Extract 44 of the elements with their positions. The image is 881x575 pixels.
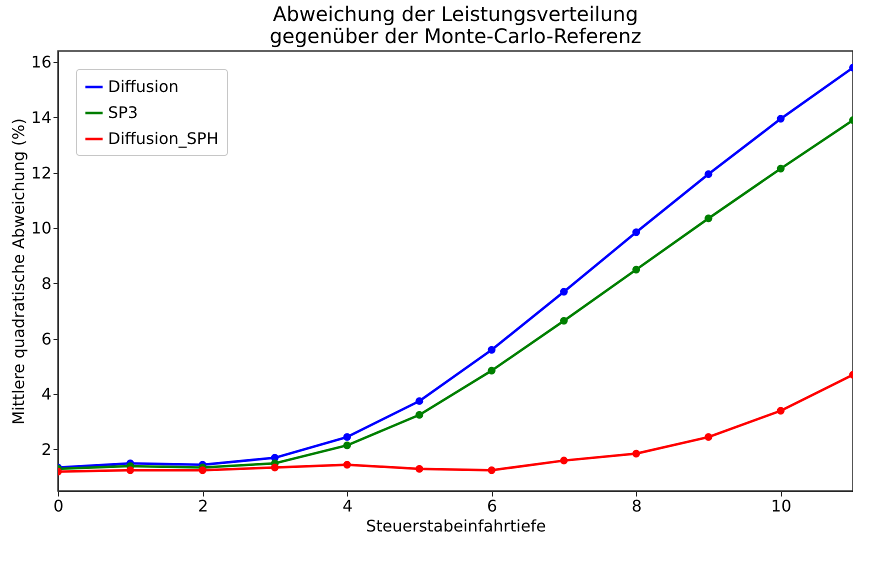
point xyxy=(343,441,351,450)
point xyxy=(632,450,640,458)
x-tick-label: 6 xyxy=(487,496,498,516)
x-tick-label: 2 xyxy=(198,496,208,516)
point xyxy=(704,170,712,178)
point xyxy=(776,164,785,172)
y-tick-label: 2 xyxy=(41,440,52,459)
point xyxy=(488,346,496,354)
x-tick-label: 10 xyxy=(771,496,792,516)
y-tick-label: 6 xyxy=(41,329,52,348)
y-tick-label: 14 xyxy=(31,108,52,127)
point xyxy=(270,464,279,472)
y-tick-label: 16 xyxy=(31,52,52,72)
point xyxy=(343,460,351,469)
point xyxy=(488,366,496,374)
y-axis-title: Mittlere quadratische Abweichung (%) xyxy=(9,118,28,425)
point xyxy=(704,214,712,222)
x-tick-label: 0 xyxy=(53,496,64,516)
point xyxy=(632,266,640,274)
legend-label: Diffusion xyxy=(108,77,179,96)
y-tick-label: 4 xyxy=(41,384,52,404)
point xyxy=(343,433,351,441)
y-tick-label: 12 xyxy=(31,163,52,182)
point xyxy=(126,466,134,474)
y-tick-label: 10 xyxy=(31,218,52,238)
chart-title: Abweichung der Leistungsverteilung gegenüber der Monte-Carlo-Referenz xyxy=(270,2,642,48)
point xyxy=(776,406,785,415)
x-tick-label: 8 xyxy=(632,496,642,516)
point xyxy=(415,397,424,405)
point xyxy=(560,456,568,464)
point xyxy=(415,464,424,473)
point xyxy=(488,466,496,474)
x-tick-label: 4 xyxy=(342,496,353,516)
point xyxy=(560,316,568,325)
legend-label: SP3 xyxy=(108,103,138,122)
point xyxy=(704,433,712,441)
point xyxy=(560,288,568,296)
x-axis-title: Steuerstabeinfahrtiefe xyxy=(366,516,546,536)
point xyxy=(776,114,785,123)
legend-label: Diffusion_SPH xyxy=(108,129,218,148)
point xyxy=(632,228,640,236)
point xyxy=(415,411,424,419)
y-tick-label: 8 xyxy=(41,274,52,293)
point xyxy=(198,466,206,474)
